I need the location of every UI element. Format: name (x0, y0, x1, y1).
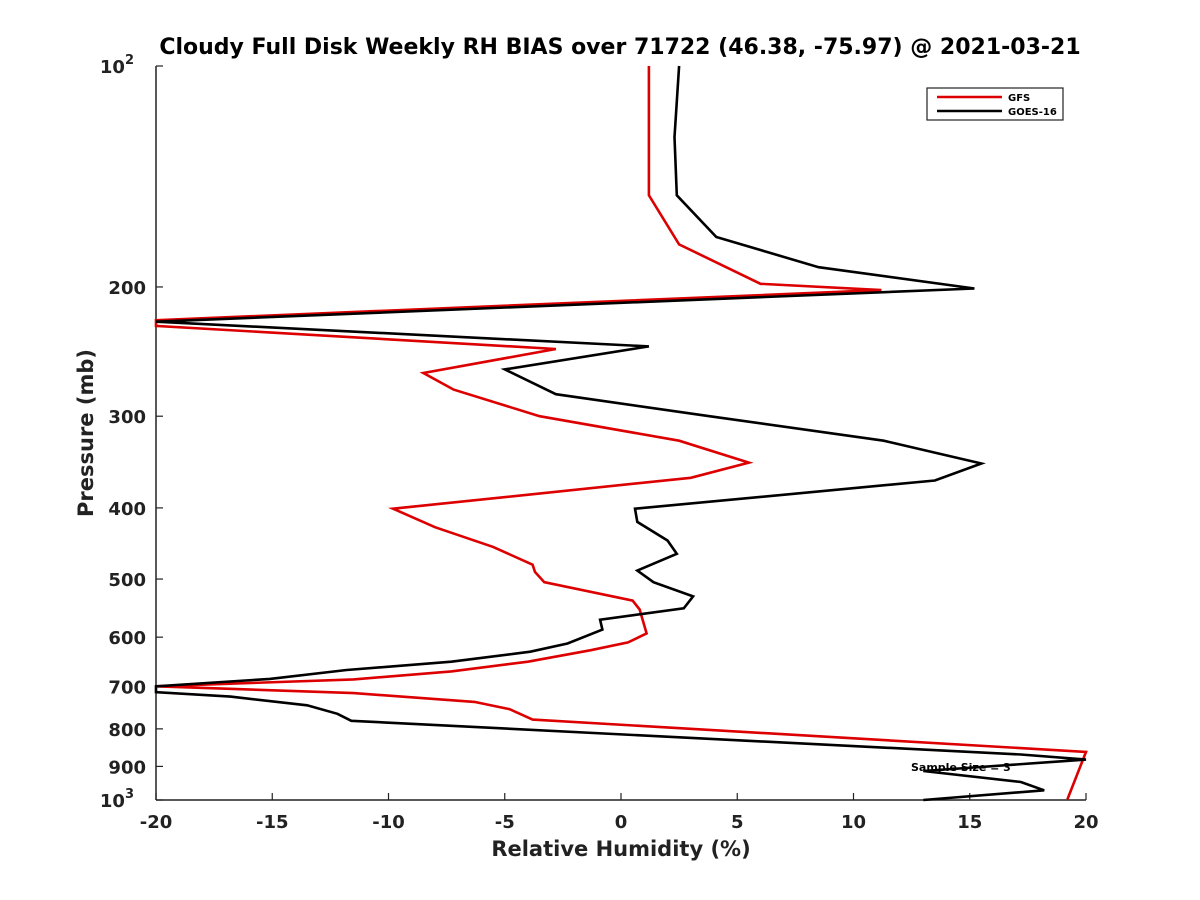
x-tick-label: 0 (615, 812, 628, 833)
legend: GFS GOES-16 (926, 87, 1064, 121)
legend-label-goes16: GOES-16 (1008, 107, 1057, 118)
x-tick-label: -5 (495, 812, 515, 833)
x-axis-label: Relative Humidity (%) (491, 837, 750, 861)
y-tick-label: 500 (108, 570, 146, 591)
legend-label-gfs: GFS (1008, 93, 1030, 104)
y-tick-label: 200 (108, 278, 146, 299)
x-tick-label: 20 (1073, 812, 1098, 833)
series-line-goes16 (154, 65, 1087, 802)
y-ticks: 102 200 300 400 500 600 700 800 900 103 (100, 53, 163, 812)
legend-box (926, 87, 1064, 121)
x-tick-label: 15 (957, 812, 982, 833)
chart-title: Cloudy Full Disk Weekly RH BIAS over 717… (159, 35, 1080, 60)
x-tick-label: 10 (841, 812, 866, 833)
sample-size-annotation: Sample Size = 3 (911, 761, 1011, 774)
y-tick-label: 900 (108, 757, 146, 778)
y-axis-label: Pressure (mb) (74, 349, 98, 517)
x-tick-label: 5 (731, 812, 744, 833)
y-tick-label: 102 (100, 53, 134, 78)
y-tick-label: 103 (100, 787, 134, 812)
y-tick-label: 800 (108, 720, 146, 741)
x-tick-label: -10 (372, 812, 405, 833)
y-tick-label: 600 (108, 628, 146, 649)
y-tick-label: 300 (108, 407, 146, 428)
x-tick-label: -20 (140, 812, 173, 833)
x-ticks: -20 -15 -10 -5 0 5 10 15 20 (140, 793, 1099, 833)
series-lines (154, 65, 1088, 802)
x-tick-label: -15 (256, 812, 289, 833)
series-line-gfs (154, 66, 1088, 800)
y-tick-label: 700 (108, 677, 146, 698)
y-tick-label: 400 (108, 499, 146, 520)
